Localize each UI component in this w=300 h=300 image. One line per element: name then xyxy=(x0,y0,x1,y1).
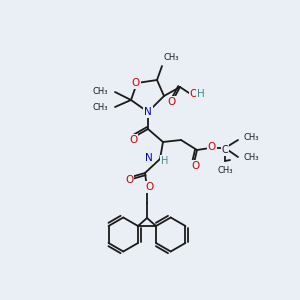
Text: O: O xyxy=(132,78,140,88)
Text: H: H xyxy=(197,89,205,99)
Text: CH₃: CH₃ xyxy=(164,53,179,62)
Text: O: O xyxy=(125,175,133,185)
Text: CH₃: CH₃ xyxy=(243,134,259,142)
Text: H: H xyxy=(161,156,168,166)
Text: O: O xyxy=(129,135,137,145)
Text: O: O xyxy=(208,142,216,152)
Text: CH₃: CH₃ xyxy=(92,103,108,112)
Text: CH₃: CH₃ xyxy=(92,86,108,95)
Text: N: N xyxy=(145,153,153,163)
Text: CH₃: CH₃ xyxy=(217,166,233,175)
Text: N: N xyxy=(144,107,152,117)
Text: C: C xyxy=(222,145,228,155)
Text: O: O xyxy=(146,182,154,192)
Text: O: O xyxy=(167,97,175,107)
Text: CH₃: CH₃ xyxy=(243,152,259,161)
Text: O: O xyxy=(190,89,198,99)
Text: O: O xyxy=(191,161,199,171)
